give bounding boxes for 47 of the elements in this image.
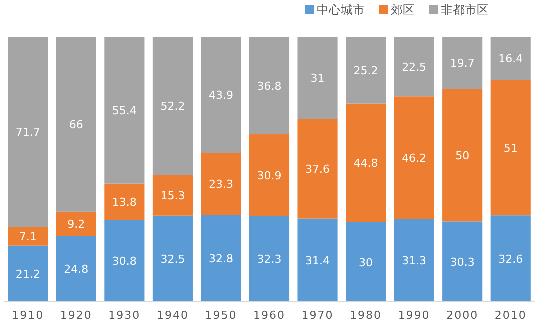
x-tick-label: 1950 bbox=[205, 309, 238, 322]
legend-label: 非都市区 bbox=[441, 3, 489, 17]
data-label: 24.8 bbox=[64, 263, 89, 276]
data-label: 36.8 bbox=[257, 80, 282, 93]
data-label: 37.6 bbox=[306, 162, 330, 176]
x-tick-label: 1920 bbox=[60, 309, 92, 322]
data-label: 30.3 bbox=[450, 256, 475, 269]
data-label: 21.2 bbox=[16, 268, 40, 281]
data-label: 16.4 bbox=[498, 52, 524, 66]
x-tick-label: 1980 bbox=[350, 309, 382, 322]
data-label: 19.7 bbox=[450, 57, 475, 70]
data-label: 52.2 bbox=[160, 100, 186, 114]
data-label: 32.3 bbox=[257, 253, 282, 266]
data-label: 55.4 bbox=[112, 104, 137, 118]
x-tick-label: 1910 bbox=[12, 309, 44, 322]
x-tick-label: 1990 bbox=[398, 309, 430, 322]
x-tick-label: 1940 bbox=[156, 309, 189, 322]
x-tick-label: 1930 bbox=[108, 309, 141, 322]
data-label: 30.9 bbox=[257, 169, 282, 182]
x-tick-label: 1960 bbox=[254, 309, 286, 322]
data-label: 32.5 bbox=[160, 252, 186, 266]
x-tick-label: 1970 bbox=[302, 309, 334, 322]
legend-label: 中心城市 bbox=[317, 3, 365, 17]
legend-label: 郊区 bbox=[391, 3, 415, 17]
data-label: 25.2 bbox=[354, 64, 378, 78]
data-label: 32.6 bbox=[498, 252, 524, 266]
data-label: 31.4 bbox=[306, 254, 330, 268]
data-label: 9.2 bbox=[68, 218, 86, 232]
data-label: 51 bbox=[504, 142, 518, 156]
x-tick-label: 2010 bbox=[494, 309, 527, 322]
data-label: 44.8 bbox=[354, 157, 378, 170]
data-label: 30 bbox=[359, 256, 374, 270]
data-label: 66 bbox=[69, 118, 84, 132]
data-label: 31.3 bbox=[402, 254, 427, 268]
data-label: 31 bbox=[310, 72, 325, 86]
data-label: 22.5 bbox=[402, 60, 427, 74]
data-label: 43.9 bbox=[208, 89, 234, 102]
data-label: 50 bbox=[456, 149, 470, 162]
data-label: 13.8 bbox=[112, 196, 137, 210]
x-tick-label: 2000 bbox=[446, 309, 479, 322]
data-label: 32.8 bbox=[208, 252, 234, 266]
data-label: 7.1 bbox=[19, 230, 37, 244]
data-label: 15.3 bbox=[160, 190, 186, 203]
data-label: 23.3 bbox=[208, 178, 234, 192]
data-label: 46.2 bbox=[402, 152, 427, 165]
data-label: 71.7 bbox=[16, 126, 40, 140]
data-label: 30.8 bbox=[112, 255, 137, 268]
